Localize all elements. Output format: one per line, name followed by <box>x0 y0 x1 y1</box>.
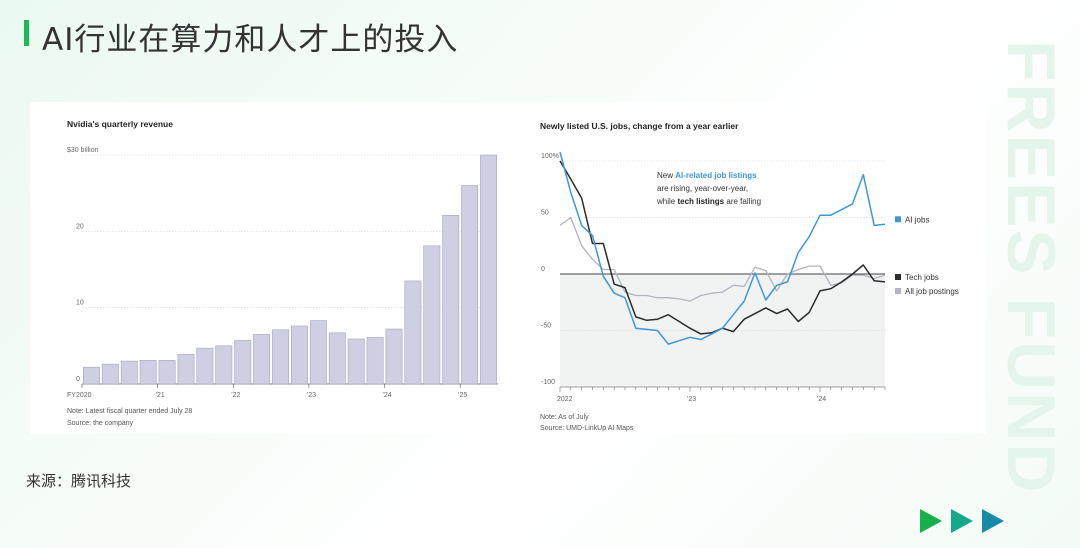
chart1-x-tick-label: '22 <box>231 392 240 399</box>
chart2-series-line-ai-jobs <box>559 151 886 345</box>
chart2-annotation-line3: while tech listings are falling <box>656 197 761 206</box>
chart2-y-tick-label: -50 <box>541 323 551 330</box>
chart1-y-tick-label: 0 <box>76 376 80 383</box>
chart1-bar <box>196 347 214 385</box>
chart1-x-tick-label: '24 <box>383 392 392 399</box>
chart2-legend-label: AI jobs <box>905 215 929 224</box>
chart2-x-tick-label: '24 <box>817 396 826 403</box>
chart1-bar <box>328 332 346 385</box>
chart2-source: Source: UMD-LinkUp AI Maps <box>540 425 634 432</box>
chart2-title: Newly listed U.S. jobs, change from a ye… <box>540 121 739 131</box>
chart1-bar <box>253 334 271 385</box>
chart1-y-tick-label: 10 <box>76 300 84 307</box>
chart2-legend-label: Tech jobs <box>905 273 939 282</box>
chart1-bar <box>177 353 195 385</box>
chart1-bar <box>291 325 308 385</box>
chart2-y-tick-label: 0 <box>541 266 545 273</box>
chart1-x-tick-label: '23 <box>307 392 316 399</box>
watermark: FREES FUND <box>1000 40 1069 494</box>
chart1-bar <box>101 363 119 385</box>
chart1-bar <box>158 360 176 385</box>
charts-svg: Nvidia's quarterly revenue 0 10 20 $30 billi… <box>67 119 959 432</box>
chart1-bar <box>423 245 441 385</box>
chart1-bar <box>272 329 289 385</box>
chart1-bar <box>404 280 422 385</box>
watermark-text: FREES FUND <box>1000 40 1069 494</box>
chart1-title: Nvidia's quarterly revenue <box>67 119 173 129</box>
chart2-y-tick-label: 100% <box>541 153 559 160</box>
decorative-arrows <box>920 509 1004 533</box>
chart1-bar <box>83 366 100 385</box>
chart2-legend-swatch <box>895 274 901 280</box>
chart2-annotation-line1: New AI-related job listings <box>657 171 757 180</box>
chart1-bar <box>139 360 157 385</box>
chart2-annotation-line2: are rising, year-over-year, <box>657 184 748 193</box>
chart1-bar <box>366 337 384 385</box>
chart1-x-tick-label: FY2020 <box>67 392 92 399</box>
chart1-x-tick-label: '21 <box>156 392 165 399</box>
arrow-icon-3 <box>982 509 1004 533</box>
source-text: 来源：腾讯科技 <box>26 472 132 490</box>
chart2-note: Note: As of July <box>540 414 589 421</box>
chart1-x-tick-label: '25 <box>458 392 467 399</box>
arrow-icon-1 <box>920 509 942 533</box>
chart1-bar <box>480 154 497 385</box>
chart1-source: Source: the company <box>67 420 134 427</box>
chart1-bar <box>442 215 460 385</box>
chart2-x-tick-label: '23 <box>687 396 696 403</box>
chart1-bar <box>234 340 252 385</box>
chart2-legend-swatch <box>895 216 901 223</box>
chart1-bar <box>347 338 365 385</box>
chart1-bar <box>309 320 327 385</box>
chart2-x-tick-label: 2022 <box>557 396 573 403</box>
chart1-note: Note: Latest fiscal quarter ended July 2… <box>67 408 192 415</box>
title-accent-bar <box>24 20 29 46</box>
chart1-y-tick-label: $30 billion <box>67 147 99 154</box>
chart1-bar <box>385 328 403 385</box>
chart1-y-tick-label: 20 <box>76 223 84 230</box>
chart1-bar <box>120 360 138 385</box>
chart2-series-line-all-job-postings <box>559 216 886 302</box>
chart2-legend-label: All job postings <box>905 287 959 296</box>
chart2-y-tick-label: 50 <box>541 210 549 217</box>
chart1-bar <box>461 185 479 385</box>
chart2-legend-swatch <box>895 288 901 294</box>
chart1-bar <box>215 345 233 385</box>
arrow-icon-2 <box>951 509 973 533</box>
chart-card: Nvidia's quarterly revenue 0 10 20 $30 billi… <box>30 102 986 434</box>
chart2-y-tick-label: -100 <box>541 379 555 386</box>
page-title: AI行业在算力和人才上的投入 <box>42 22 459 58</box>
